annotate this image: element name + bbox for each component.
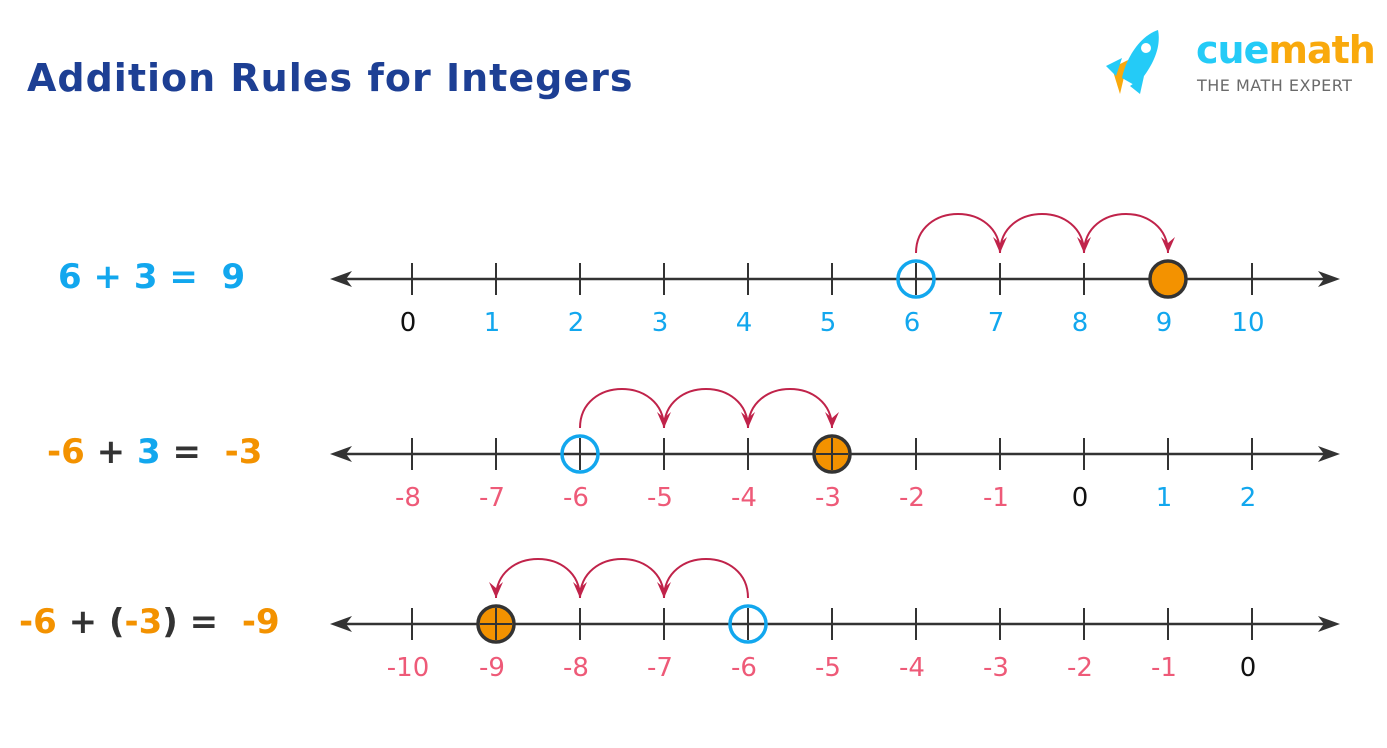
tick-label: -2	[1067, 653, 1093, 683]
tick-label: -5	[815, 653, 841, 683]
arrow-right-icon	[1318, 616, 1340, 632]
tick-label: 1	[484, 308, 501, 338]
number-line-1: 0 1 2 3 4 5 6 7 8 9 10	[330, 213, 1340, 338]
brand-cue: cue	[1196, 28, 1269, 72]
arrow-left-icon	[330, 616, 352, 632]
tick-label: -4	[899, 653, 925, 683]
start-point	[560, 434, 600, 474]
equation-part: -6	[47, 432, 85, 472]
tick-label: 0	[1240, 653, 1257, 683]
tick-label: 5	[820, 308, 837, 338]
tick-label: 7	[988, 308, 1005, 338]
cuemath-logo: cuemath THE MATH EXPERT	[1100, 28, 1376, 108]
tick-label: 0	[400, 308, 417, 338]
equation-part: -3	[124, 602, 163, 642]
jump-arc	[747, 388, 833, 429]
jump-arc	[663, 388, 749, 429]
equation-part: =	[160, 432, 213, 472]
tick-label: -2	[899, 483, 925, 513]
tick-label: -7	[647, 653, 673, 683]
tick-label: -10	[387, 653, 429, 683]
arrow-right-icon	[1318, 271, 1340, 287]
brand-math: math	[1268, 28, 1375, 72]
equation-part: +	[84, 432, 137, 472]
arrow-right-icon	[1318, 446, 1340, 462]
rocket-icon	[1106, 30, 1159, 94]
tick-label: -3	[815, 483, 841, 513]
equation-part: -6	[19, 602, 57, 642]
tick-label: -5	[647, 483, 673, 513]
jump-arc	[1083, 213, 1169, 254]
equation-part: +	[56, 602, 109, 642]
page-title: Addition Rules for Integers	[27, 56, 634, 100]
jump-arc	[663, 558, 749, 599]
number-line-2: -8 -7 -6 -5 -4 -3 -2 -1 0 1 2	[330, 388, 1340, 513]
tick-label: -7	[479, 483, 505, 513]
equation-part: -9	[230, 602, 280, 642]
tick-label: 9	[1156, 308, 1173, 338]
jump-arc	[915, 213, 1001, 254]
arc-arrowhead-icon	[489, 582, 503, 598]
logo-tagline: THE MATH EXPERT	[1197, 76, 1353, 95]
tick-label: 10	[1231, 308, 1264, 338]
tick-label: -6	[731, 653, 757, 683]
arrow-left-icon	[330, 271, 352, 287]
tick-label: 1	[1156, 483, 1173, 513]
tick-label: -8	[563, 653, 589, 683]
equation-3: -6 + (-3) = -9	[19, 602, 280, 642]
jump-arc	[579, 388, 665, 429]
tick-label: 0	[1072, 483, 1089, 513]
tick-label: -6	[563, 483, 589, 513]
arrow-left-icon	[330, 446, 352, 462]
start-point	[896, 259, 936, 299]
tick-label: -3	[983, 653, 1009, 683]
tick-label: 2	[1240, 483, 1257, 513]
equation-part: =	[177, 602, 230, 642]
jump-arc	[579, 558, 665, 599]
equation-part: 6	[58, 257, 82, 297]
tick-label: 2	[568, 308, 585, 338]
equation-part: )	[162, 602, 178, 642]
tick-label: -4	[731, 483, 757, 513]
tick-label: -1	[1151, 653, 1177, 683]
equation-part: =	[157, 257, 210, 297]
tick-label: 4	[736, 308, 753, 338]
equation-part: 3	[136, 432, 161, 472]
jump-arc	[999, 213, 1085, 254]
equation-part: +	[81, 257, 134, 297]
equation-1: 6 + 3 = 9	[58, 257, 245, 297]
equation-part: (	[108, 602, 125, 642]
jump-arc	[495, 558, 581, 599]
tick-label: 8	[1072, 308, 1089, 338]
start-point	[728, 604, 768, 644]
end-point	[1148, 259, 1188, 299]
tick-label: -1	[983, 483, 1009, 513]
tick-label: -9	[479, 653, 505, 683]
tick-label: 3	[652, 308, 669, 338]
arc-arrowhead-icon	[825, 412, 839, 428]
tick-label: -8	[395, 483, 421, 513]
equation-part: -3	[212, 432, 263, 472]
equation-part: 3	[133, 257, 158, 297]
arc-arrowhead-icon	[1161, 237, 1175, 253]
equation-part: 9	[209, 257, 246, 297]
number-line-3: -10 -9 -8 -7 -6 -5 -4 -3 -2 -1 0	[330, 558, 1340, 683]
tick-label: 6	[904, 308, 921, 338]
equation-2: -6 + 3 = -3	[47, 432, 262, 472]
